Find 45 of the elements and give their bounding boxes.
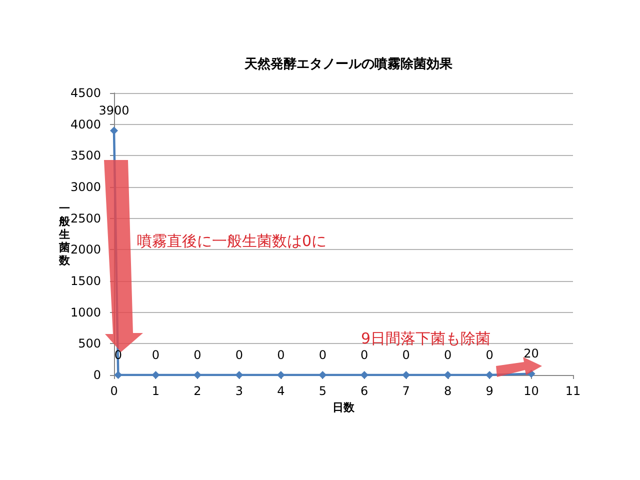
data-label: 0 bbox=[152, 348, 160, 362]
x-axis-title: 日数 bbox=[332, 401, 356, 414]
data-label: 3900 bbox=[98, 104, 130, 118]
y-tick-label: 2000 bbox=[70, 242, 101, 257]
x-tick-label: 4 bbox=[277, 384, 285, 398]
y-tick-label: 3000 bbox=[70, 180, 101, 194]
x-tick-label: 5 bbox=[318, 384, 326, 398]
y-tick-label: 1000 bbox=[70, 305, 101, 320]
data-label: 0 bbox=[402, 348, 410, 362]
y-tick-label: 1500 bbox=[70, 274, 101, 288]
x-tick-label: 11 bbox=[565, 384, 581, 398]
point bbox=[360, 371, 368, 379]
point bbox=[235, 371, 244, 379]
y-tick-label: 2500 bbox=[70, 211, 101, 226]
y-tick-label: 0 bbox=[93, 368, 101, 382]
point bbox=[110, 126, 118, 135]
data-label: 0 bbox=[318, 348, 326, 362]
y-tick-label: 4000 bbox=[70, 117, 101, 132]
data-label: 20 bbox=[524, 346, 539, 361]
data-label: 0 bbox=[194, 348, 202, 362]
chart-title: 天然発酵エタノールの噴霧除菌効果 bbox=[244, 56, 454, 72]
y-tick-label: 3500 bbox=[70, 148, 101, 163]
x-tick-label: 9 bbox=[486, 384, 494, 398]
annotation: 噴霧直後に一般生菌数は0に bbox=[136, 232, 326, 250]
data-label: 0 bbox=[277, 348, 285, 362]
x-tick-label: 1 bbox=[152, 384, 160, 398]
point bbox=[318, 371, 327, 379]
x-tick-label: 8 bbox=[444, 384, 452, 398]
point bbox=[444, 371, 452, 379]
data-label: 0 bbox=[235, 348, 243, 362]
x-tick-label: 2 bbox=[194, 384, 202, 398]
x-tick-label: 3 bbox=[235, 384, 243, 398]
data-label: 0 bbox=[444, 348, 452, 362]
data-label: 0 bbox=[360, 348, 368, 362]
x-tick-label: 10 bbox=[524, 384, 539, 398]
data-label: 0 bbox=[486, 348, 494, 362]
y-tick-label: 500 bbox=[78, 336, 101, 351]
y-axis-title: 一般生菌数 bbox=[58, 202, 70, 266]
y-tick-label: 4500 bbox=[70, 86, 101, 100]
x-tick-label: 0 bbox=[110, 384, 118, 398]
point bbox=[114, 371, 122, 379]
point bbox=[152, 371, 160, 379]
annotation: 9日間落下菌も除菌 bbox=[360, 330, 490, 348]
x-tick-label: 6 bbox=[360, 384, 368, 398]
x-tick-label: 7 bbox=[402, 384, 410, 398]
